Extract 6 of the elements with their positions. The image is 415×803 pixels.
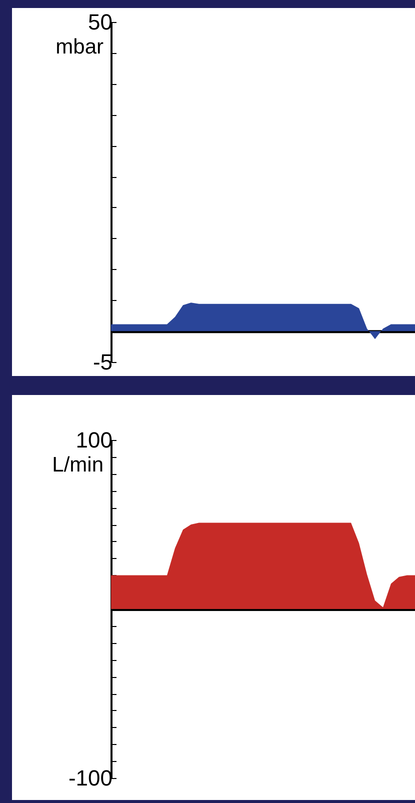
y-tick-label: 100 bbox=[76, 428, 112, 452]
y-tick-label: -100 bbox=[68, 766, 112, 790]
y-axis-title: mbar bbox=[56, 36, 104, 58]
y-axis-title: L/min bbox=[52, 454, 104, 476]
y-tick-label: -5 bbox=[92, 350, 112, 374]
y-tick-label: 50 bbox=[88, 10, 112, 34]
